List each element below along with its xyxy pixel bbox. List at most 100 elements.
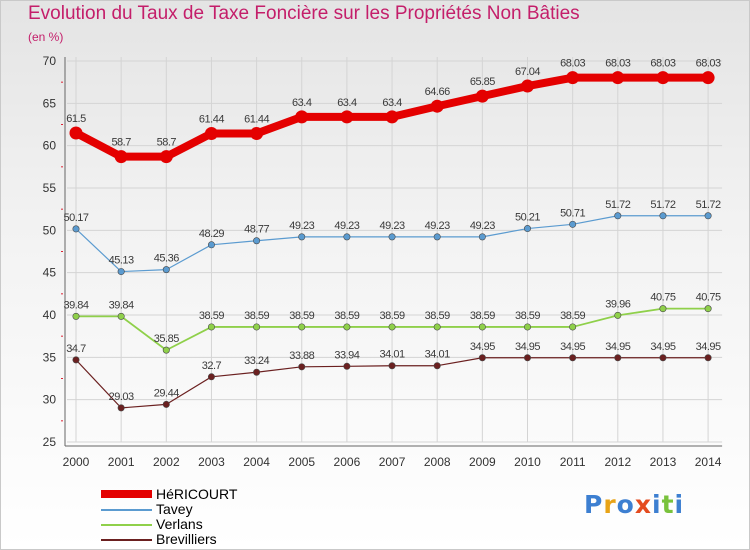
data-label-verlans: 40.75	[696, 292, 721, 304]
data-point-hericourt	[114, 150, 128, 164]
logo-letter: t	[661, 490, 675, 519]
data-label-hericourt: 58.7	[157, 137, 177, 149]
y-tick-label: 55	[43, 181, 57, 195]
data-label-brevilliers: 34.95	[696, 341, 721, 353]
data-label-brevilliers: 34.7	[66, 343, 86, 355]
data-label-verlans: 38.59	[425, 310, 450, 322]
data-point-hericourt	[69, 126, 83, 140]
data-label-tavey: 49.23	[334, 220, 359, 232]
data-point-tavey	[614, 212, 622, 220]
legend-swatch-hericourt	[101, 490, 152, 498]
y-tick-label: 45	[43, 266, 57, 280]
data-label-verlans: 40.75	[650, 292, 675, 304]
data-label-verlans: 39.84	[63, 299, 88, 311]
x-tick-label: 2008	[424, 455, 451, 469]
data-point-tavey	[253, 237, 261, 245]
data-label-hericourt: 63.4	[337, 97, 357, 109]
data-label-tavey: 48.77	[244, 224, 269, 236]
data-point-hericourt	[430, 99, 444, 113]
x-tick-label: 2007	[379, 455, 406, 469]
data-label-brevilliers: 34.95	[470, 341, 495, 353]
data-label-hericourt: 68.03	[650, 58, 675, 70]
data-point-tavey	[704, 212, 712, 220]
y-axis-unit-label: (en %)	[28, 30, 64, 44]
data-label-tavey: 49.23	[380, 220, 405, 232]
data-point-tavey	[162, 266, 170, 274]
x-tick-label: 2001	[108, 455, 135, 469]
data-point-brevilliers	[298, 363, 306, 371]
data-label-hericourt: 65.85	[470, 76, 495, 88]
data-label-hericourt: 68.03	[560, 58, 585, 70]
data-label-tavey: 49.23	[470, 220, 495, 232]
data-point-tavey	[72, 225, 80, 233]
chart-title: Evolution du Taux de Taxe Foncière sur l…	[28, 3, 580, 24]
x-tick-label: 2006	[334, 455, 361, 469]
data-label-hericourt: 63.4	[382, 97, 402, 109]
data-point-verlans	[72, 312, 80, 320]
data-point-brevilliers	[433, 362, 441, 370]
data-point-hericourt	[204, 126, 218, 140]
data-label-tavey: 49.23	[289, 220, 314, 232]
data-label-hericourt: 61.44	[244, 113, 269, 125]
data-point-hericourt	[701, 71, 715, 85]
data-label-verlans: 38.59	[244, 310, 269, 322]
data-point-verlans	[162, 346, 170, 354]
data-label-brevilliers: 29.03	[109, 391, 134, 403]
data-label-brevilliers: 34.95	[560, 341, 585, 353]
y-tick-label: 30	[43, 393, 57, 407]
data-label-brevilliers: 33.24	[244, 355, 269, 367]
y-tick-label: 65	[43, 96, 57, 110]
x-tick-label: 2005	[288, 455, 315, 469]
data-point-tavey	[659, 212, 667, 220]
legend-label-brevilliers: Brevilliers	[156, 531, 217, 547]
legend-swatch-brevilliers	[101, 539, 152, 541]
data-label-brevilliers: 32.7	[202, 360, 222, 372]
legend-label-tavey: Tavey	[156, 501, 193, 517]
data-point-verlans	[523, 323, 531, 331]
data-point-brevilliers	[162, 400, 170, 408]
data-label-verlans: 38.59	[515, 310, 540, 322]
data-label-tavey: 50.17	[63, 212, 88, 224]
y-tick-label: 50	[43, 223, 57, 237]
data-label-verlans: 38.59	[560, 310, 585, 322]
data-point-tavey	[117, 268, 125, 276]
data-point-brevilliers	[659, 354, 667, 362]
data-point-brevilliers	[523, 354, 531, 362]
data-point-verlans	[704, 305, 712, 313]
data-label-verlans: 35.85	[154, 333, 179, 345]
data-point-tavey	[478, 233, 486, 241]
data-label-tavey: 48.29	[199, 228, 224, 240]
data-label-tavey: 45.36	[154, 253, 179, 265]
data-point-hericourt	[611, 71, 625, 85]
data-label-brevilliers: 34.95	[650, 341, 675, 353]
data-label-brevilliers: 34.01	[425, 349, 450, 361]
data-label-tavey: 51.72	[696, 199, 721, 211]
data-label-verlans: 38.59	[334, 310, 359, 322]
data-point-verlans	[659, 305, 667, 313]
logo-letter: i	[674, 490, 685, 519]
x-tick-label: 2002	[153, 455, 180, 469]
data-point-hericourt	[475, 89, 489, 103]
data-point-brevilliers	[614, 354, 622, 362]
data-label-hericourt: 64.66	[425, 86, 450, 98]
data-label-hericourt: 68.03	[605, 58, 630, 70]
y-tick-label: 70	[43, 54, 57, 68]
data-label-tavey: 45.13	[109, 255, 134, 267]
legend-label-verlans: Verlans	[156, 516, 203, 532]
data-label-hericourt: 68.03	[696, 58, 721, 70]
legend-label-hericourt: HéRICOURT	[156, 486, 238, 502]
data-label-verlans: 39.84	[109, 299, 134, 311]
data-point-tavey	[207, 241, 215, 249]
y-tick-label: 60	[43, 139, 57, 153]
proxiti-logo: Proxiti	[584, 490, 684, 519]
data-point-tavey	[433, 233, 441, 241]
data-point-hericourt	[250, 126, 264, 140]
logo-letter: P	[584, 490, 604, 519]
logo-letter: x	[634, 490, 652, 519]
data-point-brevilliers	[478, 354, 486, 362]
data-point-brevilliers	[388, 362, 396, 370]
data-label-verlans: 38.59	[470, 310, 495, 322]
data-point-hericourt	[656, 71, 670, 85]
